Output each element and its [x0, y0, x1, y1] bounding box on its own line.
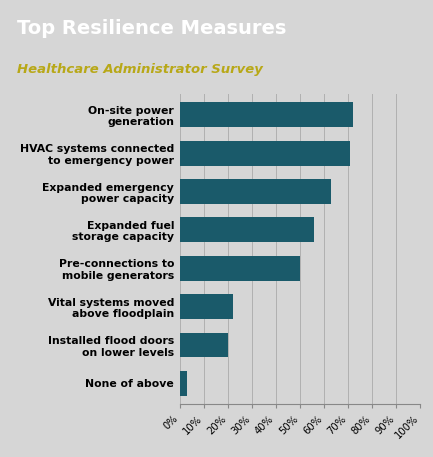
Bar — [180, 294, 233, 319]
Bar — [180, 102, 353, 127]
Bar — [180, 256, 300, 281]
Bar — [180, 141, 350, 165]
Text: Top Resilience Measures: Top Resilience Measures — [16, 19, 286, 38]
Text: Healthcare Administrator Survey: Healthcare Administrator Survey — [16, 63, 262, 76]
Bar — [180, 371, 187, 396]
Bar — [180, 333, 228, 357]
Bar — [180, 179, 331, 204]
Bar — [180, 218, 314, 242]
